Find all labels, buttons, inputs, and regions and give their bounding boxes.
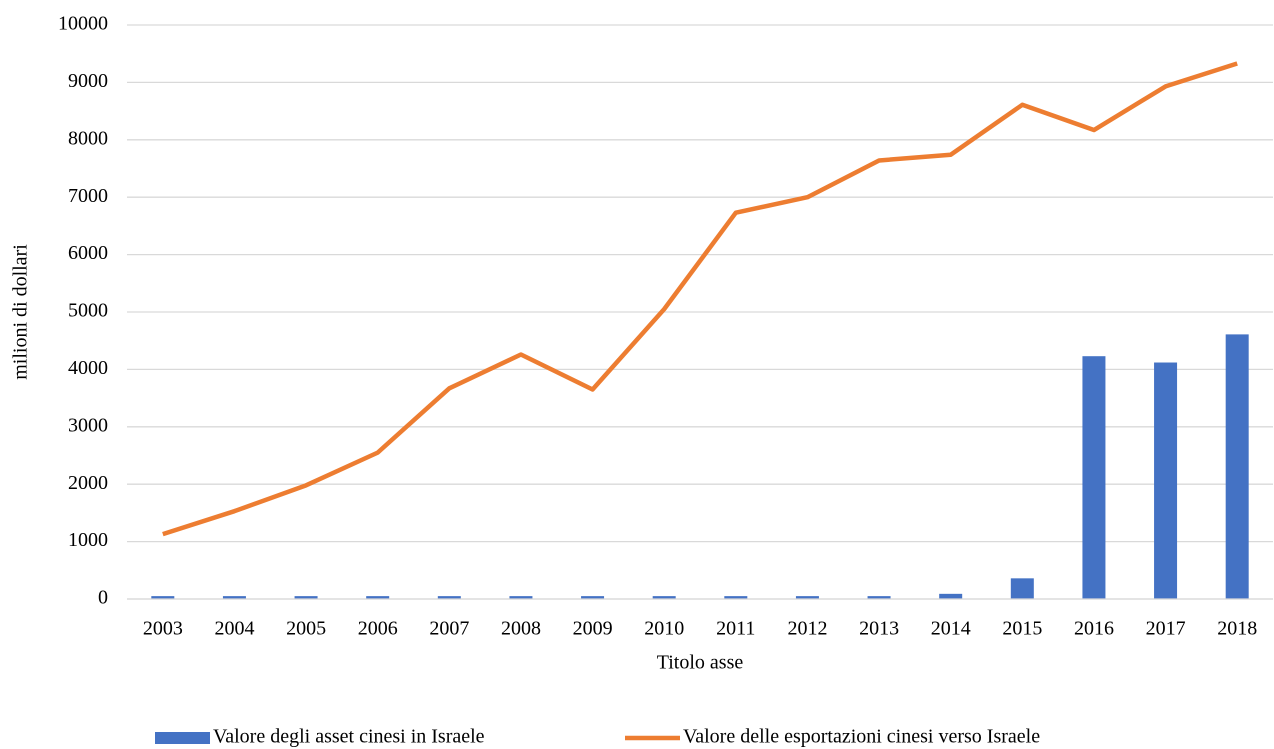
legend-swatch	[155, 732, 210, 744]
bar	[652, 596, 676, 599]
line	[162, 61, 1238, 537]
x-tick-label: 2016	[1074, 618, 1114, 640]
bar	[939, 593, 963, 599]
bar	[724, 596, 748, 599]
y-tick-label: 2000	[68, 472, 108, 494]
x-tick-label: 2011	[716, 618, 755, 640]
x-tick-label: 2014	[931, 618, 971, 640]
y-tick-label: 6000	[68, 242, 108, 264]
bar	[151, 596, 175, 599]
x-tick-label: 2012	[787, 618, 827, 640]
x-tick-label: 2009	[573, 618, 613, 640]
y-tick-label: 1000	[68, 529, 108, 551]
y-tick-label: 8000	[68, 127, 108, 149]
bar	[795, 596, 819, 599]
bar	[509, 596, 533, 599]
bar	[437, 596, 461, 599]
bar	[581, 596, 605, 599]
bar	[294, 596, 318, 599]
y-tick-label: 5000	[68, 300, 108, 322]
y-axis-title: milioni di dollari	[10, 244, 32, 380]
x-tick-label: 2007	[429, 618, 469, 640]
x-tick-label: 2006	[358, 618, 398, 640]
bar	[366, 596, 390, 599]
bar	[1082, 356, 1106, 599]
x-tick-label: 2003	[143, 618, 183, 640]
bar	[222, 596, 246, 599]
y-tick-label: 3000	[68, 414, 108, 436]
x-tick-label: 2018	[1217, 618, 1257, 640]
y-tick-label: 4000	[68, 357, 108, 379]
y-tick-label: 7000	[68, 185, 108, 207]
legend-label: Valore degli asset cinesi in Israele	[213, 726, 485, 748]
x-tick-label: 2013	[859, 618, 899, 640]
x-tick-label: 2017	[1146, 618, 1186, 640]
y-tick-label: 0	[98, 587, 108, 609]
x-tick-label: 2015	[1002, 618, 1042, 640]
bar	[1010, 578, 1034, 599]
x-tick-label: 2004	[214, 618, 254, 640]
x-tick-label: 2005	[286, 618, 326, 640]
x-tick-label: 2010	[644, 618, 684, 640]
legend-label: Valore delle esportazioni cinesi verso I…	[683, 726, 1040, 748]
bar	[867, 596, 891, 599]
bar	[1225, 334, 1249, 599]
bar	[1154, 362, 1178, 599]
x-tick-label: 2008	[501, 618, 541, 640]
y-tick-label: 9000	[68, 70, 108, 92]
y-tick-label: 10000	[58, 13, 108, 35]
x-axis-title: Titolo asse	[657, 652, 744, 674]
